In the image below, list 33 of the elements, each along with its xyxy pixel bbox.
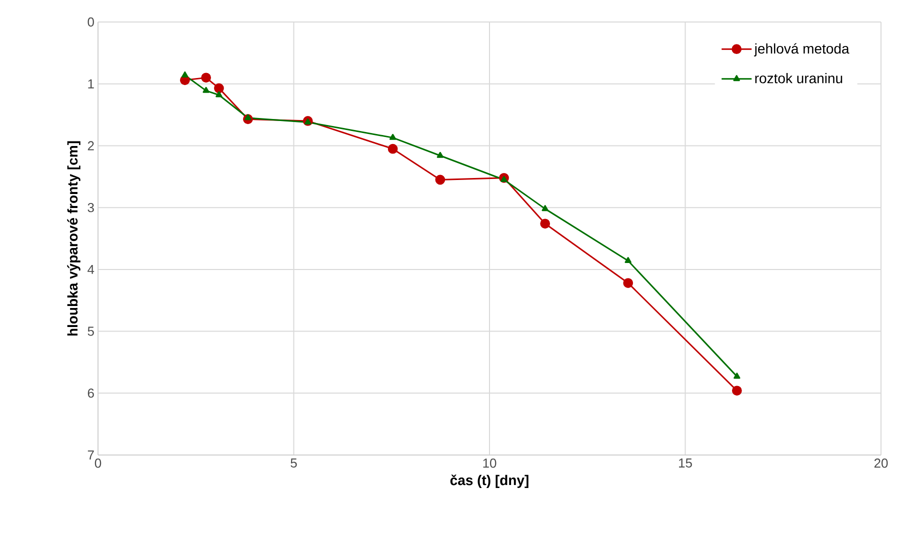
y-tick-label: 6 (88, 388, 94, 398)
point (624, 257, 632, 264)
point (734, 372, 740, 379)
point (435, 174, 446, 185)
point (542, 205, 548, 212)
x-tick-label: 5 (290, 458, 297, 468)
point (388, 144, 398, 154)
y-tick-label: 1 (88, 79, 94, 88)
point (214, 83, 224, 94)
x-tick-label: 0 (94, 458, 102, 468)
y-tick-label: 2 (88, 141, 94, 150)
x-axis-title: čas (t) [dny] (450, 474, 528, 488)
point (500, 176, 508, 182)
point (623, 278, 634, 288)
y-tick-label: 5 (88, 326, 94, 336)
x-tick-label: 20 (874, 458, 888, 468)
y-tick-label: 7 (88, 450, 94, 460)
y-axis-title: hloubka výparové fronty [cm] (67, 141, 80, 336)
y-tick-label: 0 (88, 17, 94, 27)
legend-label: jehlová metoda (754, 43, 850, 56)
legend-label: roztok uraninu (755, 73, 842, 84)
y-tick-label: 3 (88, 202, 94, 212)
point (540, 218, 550, 229)
point (216, 91, 222, 98)
x-tick-label: 15 (679, 458, 692, 468)
point (732, 386, 742, 396)
x-tick-label: 10 (483, 458, 496, 468)
point (201, 72, 212, 83)
point (182, 71, 188, 78)
point (202, 86, 210, 93)
point (436, 152, 444, 158)
y-tick-label: 4 (88, 264, 94, 274)
point (389, 134, 396, 140)
